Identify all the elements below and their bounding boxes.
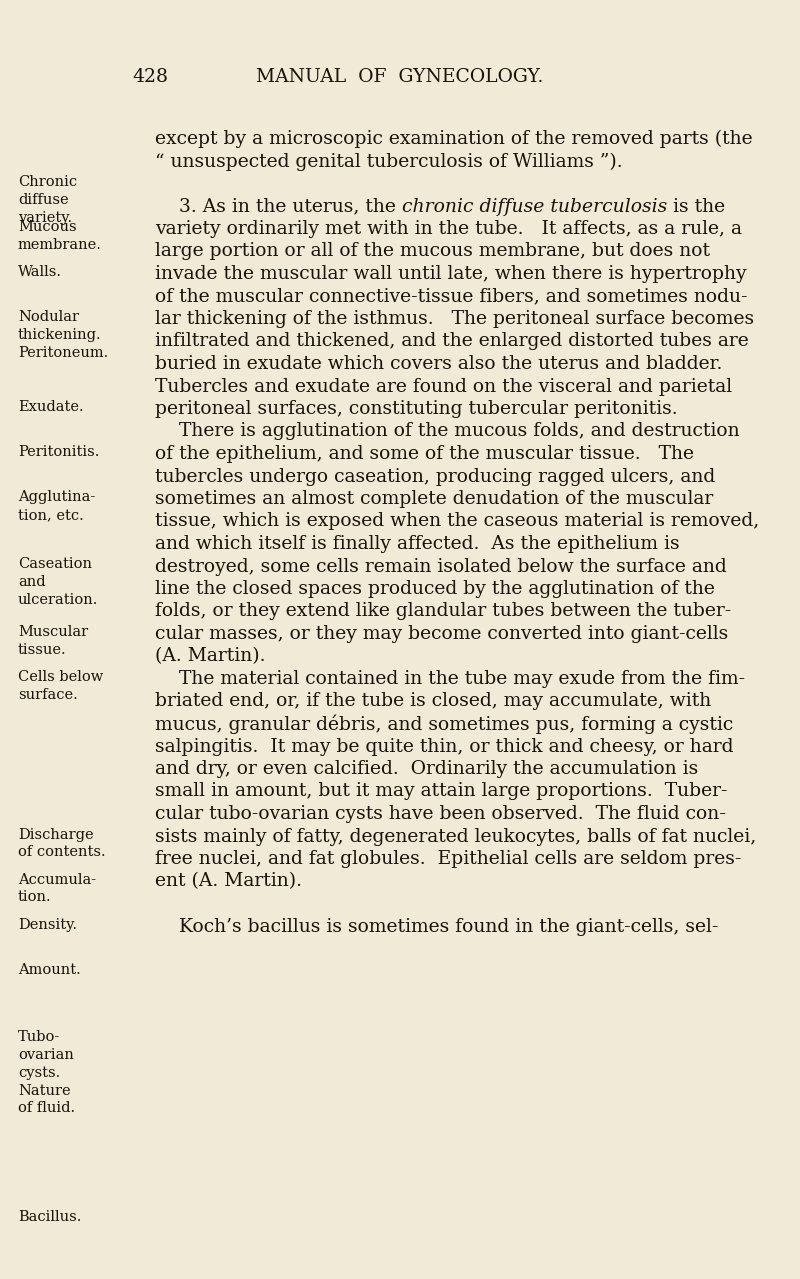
Text: Amount.: Amount. (18, 963, 81, 976)
Text: cular tubo-ovarian cysts have been observed.  The fluid con-: cular tubo-ovarian cysts have been obser… (155, 804, 726, 822)
Text: Exudate.: Exudate. (18, 400, 84, 414)
Text: cular masses, or they may become converted into giant-cells: cular masses, or they may become convert… (155, 625, 728, 643)
Text: peritoneal surfaces, constituting tubercular peritonitis.: peritoneal surfaces, constituting tuberc… (155, 400, 678, 418)
Text: ent (A. Martin).: ent (A. Martin). (155, 872, 302, 890)
Text: chronic diffuse tuberculosis: chronic diffuse tuberculosis (402, 197, 667, 215)
Text: and dry, or even calcified.  Ordinarily the accumulation is: and dry, or even calcified. Ordinarily t… (155, 760, 698, 778)
Text: except by a microscopic examination of the removed parts (the: except by a microscopic examination of t… (155, 130, 753, 148)
Text: folds, or they extend like glandular tubes between the tuber-: folds, or they extend like glandular tub… (155, 602, 731, 620)
Text: Discharge
of contents.: Discharge of contents. (18, 828, 106, 859)
Text: large portion or all of the mucous membrane, but does not: large portion or all of the mucous membr… (155, 243, 710, 261)
Text: line the closed spaces produced by the agglutination of the: line the closed spaces produced by the a… (155, 579, 715, 599)
Text: sometimes an almost complete denudation of the muscular: sometimes an almost complete denudation … (155, 490, 714, 508)
Text: Tubo-
ovarian
cysts.
Nature
of fluid.: Tubo- ovarian cysts. Nature of fluid. (18, 1030, 75, 1115)
Text: Peritonitis.: Peritonitis. (18, 445, 99, 459)
Text: sists mainly of fatty, degenerated leukocytes, balls of fat nuclei,: sists mainly of fatty, degenerated leuko… (155, 828, 756, 845)
Text: mucus, granular débris, and sometimes pus, forming a cystic: mucus, granular débris, and sometimes pu… (155, 715, 734, 734)
Text: small in amount, but it may attain large proportions.  Tuber-: small in amount, but it may attain large… (155, 783, 727, 801)
Text: infiltrated and thickened, and the enlarged distorted tubes are: infiltrated and thickened, and the enlar… (155, 333, 749, 350)
Text: buried in exudate which covers also the uterus and bladder.: buried in exudate which covers also the … (155, 356, 722, 373)
Text: Accumula-
tion.: Accumula- tion. (18, 872, 96, 904)
Text: Bacillus.: Bacillus. (18, 1210, 82, 1224)
Text: Tubercles and exudate are found on the visceral and parietal: Tubercles and exudate are found on the v… (155, 377, 732, 395)
Text: tissue, which is exposed when the caseous material is removed,: tissue, which is exposed when the caseou… (155, 513, 759, 531)
Text: Koch’s bacillus is sometimes found in the giant-cells, sel-: Koch’s bacillus is sometimes found in th… (155, 917, 718, 935)
Text: There is agglutination of the mucous folds, and destruction: There is agglutination of the mucous fol… (155, 422, 740, 440)
Text: and which itself is finally affected.  As the epithelium is: and which itself is finally affected. As… (155, 535, 680, 553)
Text: Mucous
membrane.: Mucous membrane. (18, 220, 102, 252)
Text: destroyed, some cells remain isolated below the surface and: destroyed, some cells remain isolated be… (155, 558, 726, 576)
Text: Cells below
surface.: Cells below surface. (18, 670, 103, 702)
Text: of the muscular connective-tissue fibers, and sometimes nodu-: of the muscular connective-tissue fibers… (155, 288, 747, 306)
Text: variety ordinarily met with in the tube.   It affects, as a rule, a: variety ordinarily met with in the tube.… (155, 220, 742, 238)
Text: 428: 428 (132, 68, 168, 86)
Text: lar thickening of the isthmus.   The peritoneal surface becomes: lar thickening of the isthmus. The perit… (155, 310, 754, 327)
Text: Agglutina-
tion, etc.: Agglutina- tion, etc. (18, 490, 95, 522)
Text: Muscular
tissue.: Muscular tissue. (18, 625, 88, 657)
Text: Density.: Density. (18, 917, 77, 931)
Text: Walls.: Walls. (18, 265, 62, 279)
Text: Chronic
diffuse
variety.: Chronic diffuse variety. (18, 175, 77, 225)
Text: (A. Martin).: (A. Martin). (155, 647, 266, 665)
Text: MANUAL  OF  GYNECOLOGY.: MANUAL OF GYNECOLOGY. (256, 68, 544, 86)
Text: “ unsuspected genital tuberculosis of Williams ”).: “ unsuspected genital tuberculosis of Wi… (155, 152, 622, 171)
Text: tubercles undergo caseation, producing ragged ulcers, and: tubercles undergo caseation, producing r… (155, 468, 715, 486)
Text: is the: is the (667, 197, 726, 215)
Text: The material contained in the tube may exude from the fim-: The material contained in the tube may e… (155, 670, 745, 688)
Text: invade the muscular wall until late, when there is hypertrophy: invade the muscular wall until late, whe… (155, 265, 746, 283)
Text: of the epithelium, and some of the muscular tissue.   The: of the epithelium, and some of the muscu… (155, 445, 694, 463)
Text: salpingitis.  It may be quite thin, or thick and cheesy, or hard: salpingitis. It may be quite thin, or th… (155, 738, 734, 756)
Text: briated end, or, if the tube is closed, may accumulate, with: briated end, or, if the tube is closed, … (155, 692, 711, 711)
Text: Nodular
thickening.
Peritoneum.: Nodular thickening. Peritoneum. (18, 310, 108, 359)
Text: Caseation
and
ulceration.: Caseation and ulceration. (18, 558, 98, 608)
Text: 3. As in the uterus, the: 3. As in the uterus, the (155, 197, 402, 215)
Text: free nuclei, and fat globules.  Epithelial cells are seldom pres-: free nuclei, and fat globules. Epithelia… (155, 851, 742, 868)
